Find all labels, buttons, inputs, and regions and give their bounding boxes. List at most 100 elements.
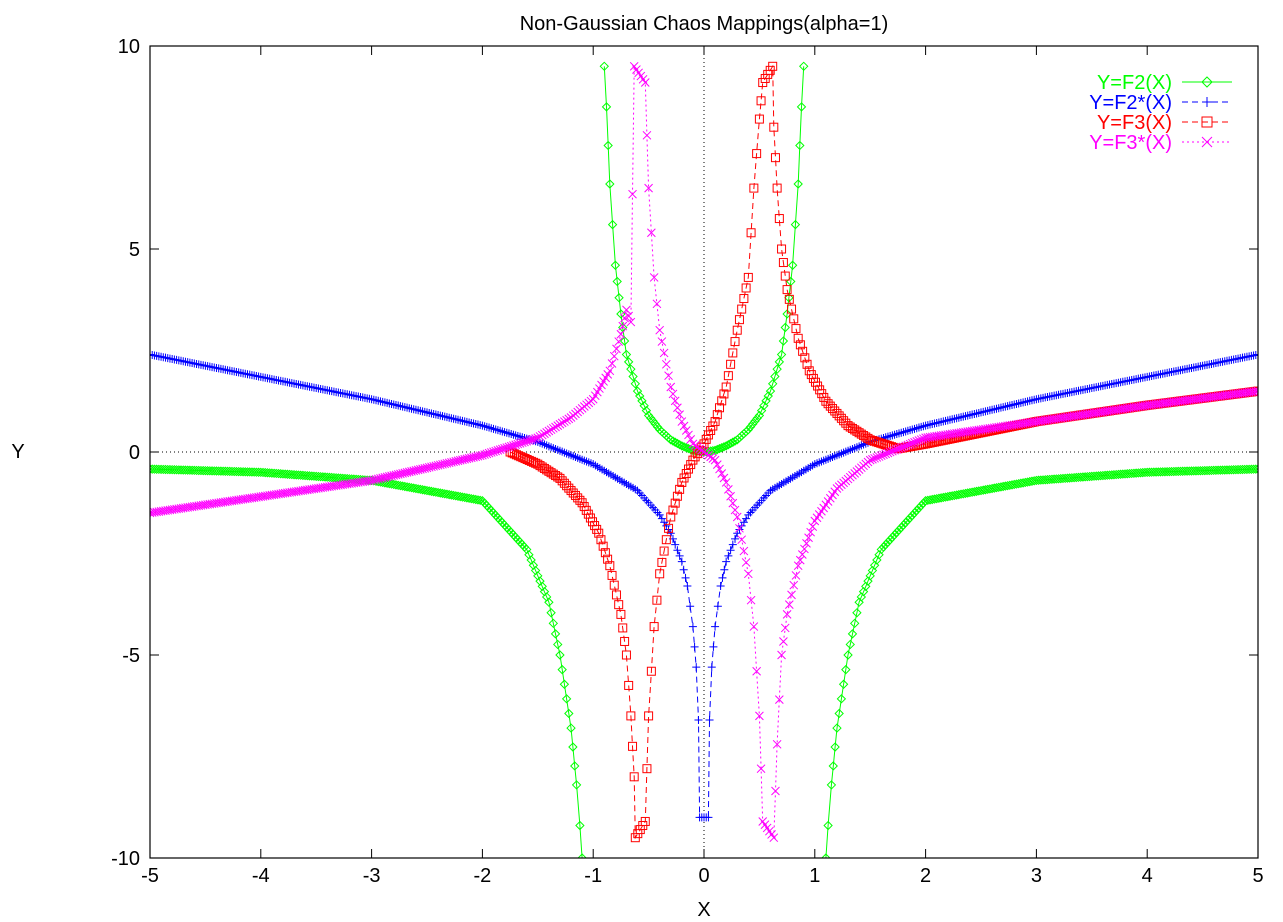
data-point-marker	[1231, 464, 1241, 475]
data-point-marker	[550, 629, 561, 639]
data-point-marker	[659, 348, 669, 358]
data-point-marker	[200, 465, 211, 476]
data-point-marker	[213, 466, 224, 476]
data-point-marker	[741, 283, 751, 293]
data-point-marker	[664, 523, 674, 533]
data-point-marker	[1197, 465, 1208, 476]
data-point-marker	[411, 405, 420, 414]
data-point-marker	[694, 715, 703, 724]
data-point-marker	[1158, 467, 1168, 477]
data-point-marker	[789, 580, 799, 590]
data-point-marker	[849, 618, 860, 629]
data-point-marker	[1027, 396, 1036, 405]
data-point-marker	[677, 557, 686, 566]
data-point-marker	[948, 415, 957, 424]
data-point-marker	[1014, 399, 1023, 408]
data-point-marker	[1201, 116, 1213, 128]
data-point-marker	[778, 336, 789, 346]
data-point-marker	[171, 465, 182, 475]
data-point-marker	[628, 189, 637, 199]
data-point-marker	[628, 741, 638, 751]
data-point-marker	[1142, 467, 1152, 478]
data-point-marker	[551, 422, 560, 432]
data-point-marker	[626, 711, 636, 721]
series-4	[150, 61, 1258, 843]
data-point-marker	[707, 663, 716, 672]
data-point-marker	[480, 422, 489, 431]
data-point-marker	[372, 396, 381, 405]
data-point-marker	[367, 395, 376, 404]
data-point-marker	[909, 508, 920, 518]
data-point-marker	[679, 421, 689, 431]
data-point-marker	[165, 464, 175, 475]
data-point-marker	[806, 527, 815, 537]
data-point-marker	[743, 272, 753, 282]
data-point-marker	[1033, 475, 1044, 485]
data-point-marker	[892, 430, 901, 439]
data-point-marker	[387, 399, 396, 408]
data-point-marker	[749, 183, 759, 193]
data-point-marker	[1222, 465, 1232, 475]
data-point-marker	[974, 408, 983, 417]
data-point-marker	[828, 761, 838, 771]
data-point-marker	[779, 637, 788, 646]
data-point-marker	[562, 415, 571, 425]
data-point-marker	[493, 426, 502, 435]
data-point-marker	[185, 465, 195, 475]
data-point-marker	[454, 415, 463, 424]
data-point-marker	[1111, 469, 1121, 480]
data-point-marker	[657, 337, 667, 346]
data-point-marker	[431, 410, 440, 419]
data-point-marker	[734, 315, 744, 325]
data-point-marker	[1113, 469, 1124, 480]
data-point-marker	[684, 430, 693, 440]
data-point-marker	[675, 410, 684, 420]
data-point-marker	[1202, 97, 1212, 107]
data-point-marker	[498, 427, 507, 436]
data-point-marker	[739, 546, 749, 556]
data-point-marker	[1104, 470, 1115, 480]
data-point-marker	[741, 426, 751, 437]
data-point-marker	[374, 396, 383, 405]
data-point-marker	[640, 816, 650, 826]
data-point-marker	[1253, 464, 1258, 474]
data-point-marker	[903, 426, 912, 435]
data-point-marker	[872, 453, 882, 462]
y-tick-label: 5	[129, 239, 140, 261]
data-point-marker	[999, 403, 1008, 412]
data-point-marker	[754, 114, 764, 124]
x-axis-label: X	[697, 899, 710, 921]
data-point-marker	[229, 466, 239, 477]
data-point-marker	[1140, 467, 1150, 478]
data-point-marker	[621, 349, 632, 360]
data-point-marker	[670, 396, 680, 406]
data-point-marker	[675, 551, 684, 560]
data-point-marker	[478, 421, 487, 430]
data-point-marker	[624, 680, 634, 690]
data-point-marker	[789, 314, 799, 324]
data-point-marker	[1126, 468, 1137, 479]
data-point-marker	[795, 340, 805, 350]
data-point-marker	[769, 122, 779, 132]
data-point-marker	[823, 820, 833, 831]
data-point-marker	[791, 571, 801, 580]
data-point-marker	[603, 554, 613, 564]
data-point-marker	[889, 530, 900, 540]
data-point-marker	[897, 428, 906, 437]
data-point-marker	[1201, 76, 1213, 88]
data-point-marker	[607, 359, 617, 368]
data-point-marker	[187, 465, 197, 475]
data-point-marker	[932, 418, 941, 427]
data-point-marker	[780, 322, 790, 333]
data-point-marker	[795, 555, 805, 565]
data-point-marker	[557, 664, 567, 675]
x-axis: -5 -4 -3 -2 -1 0 1 2 3 4 5	[141, 46, 1264, 887]
data-point-marker	[906, 426, 915, 435]
data-point-marker	[1129, 468, 1139, 478]
data-point-marker	[874, 452, 884, 461]
data-point-marker	[1244, 464, 1254, 475]
data-point-marker	[400, 403, 409, 412]
data-point-marker	[782, 285, 792, 295]
data-point-marker	[504, 429, 513, 438]
x-tick-label: -2	[474, 865, 492, 887]
